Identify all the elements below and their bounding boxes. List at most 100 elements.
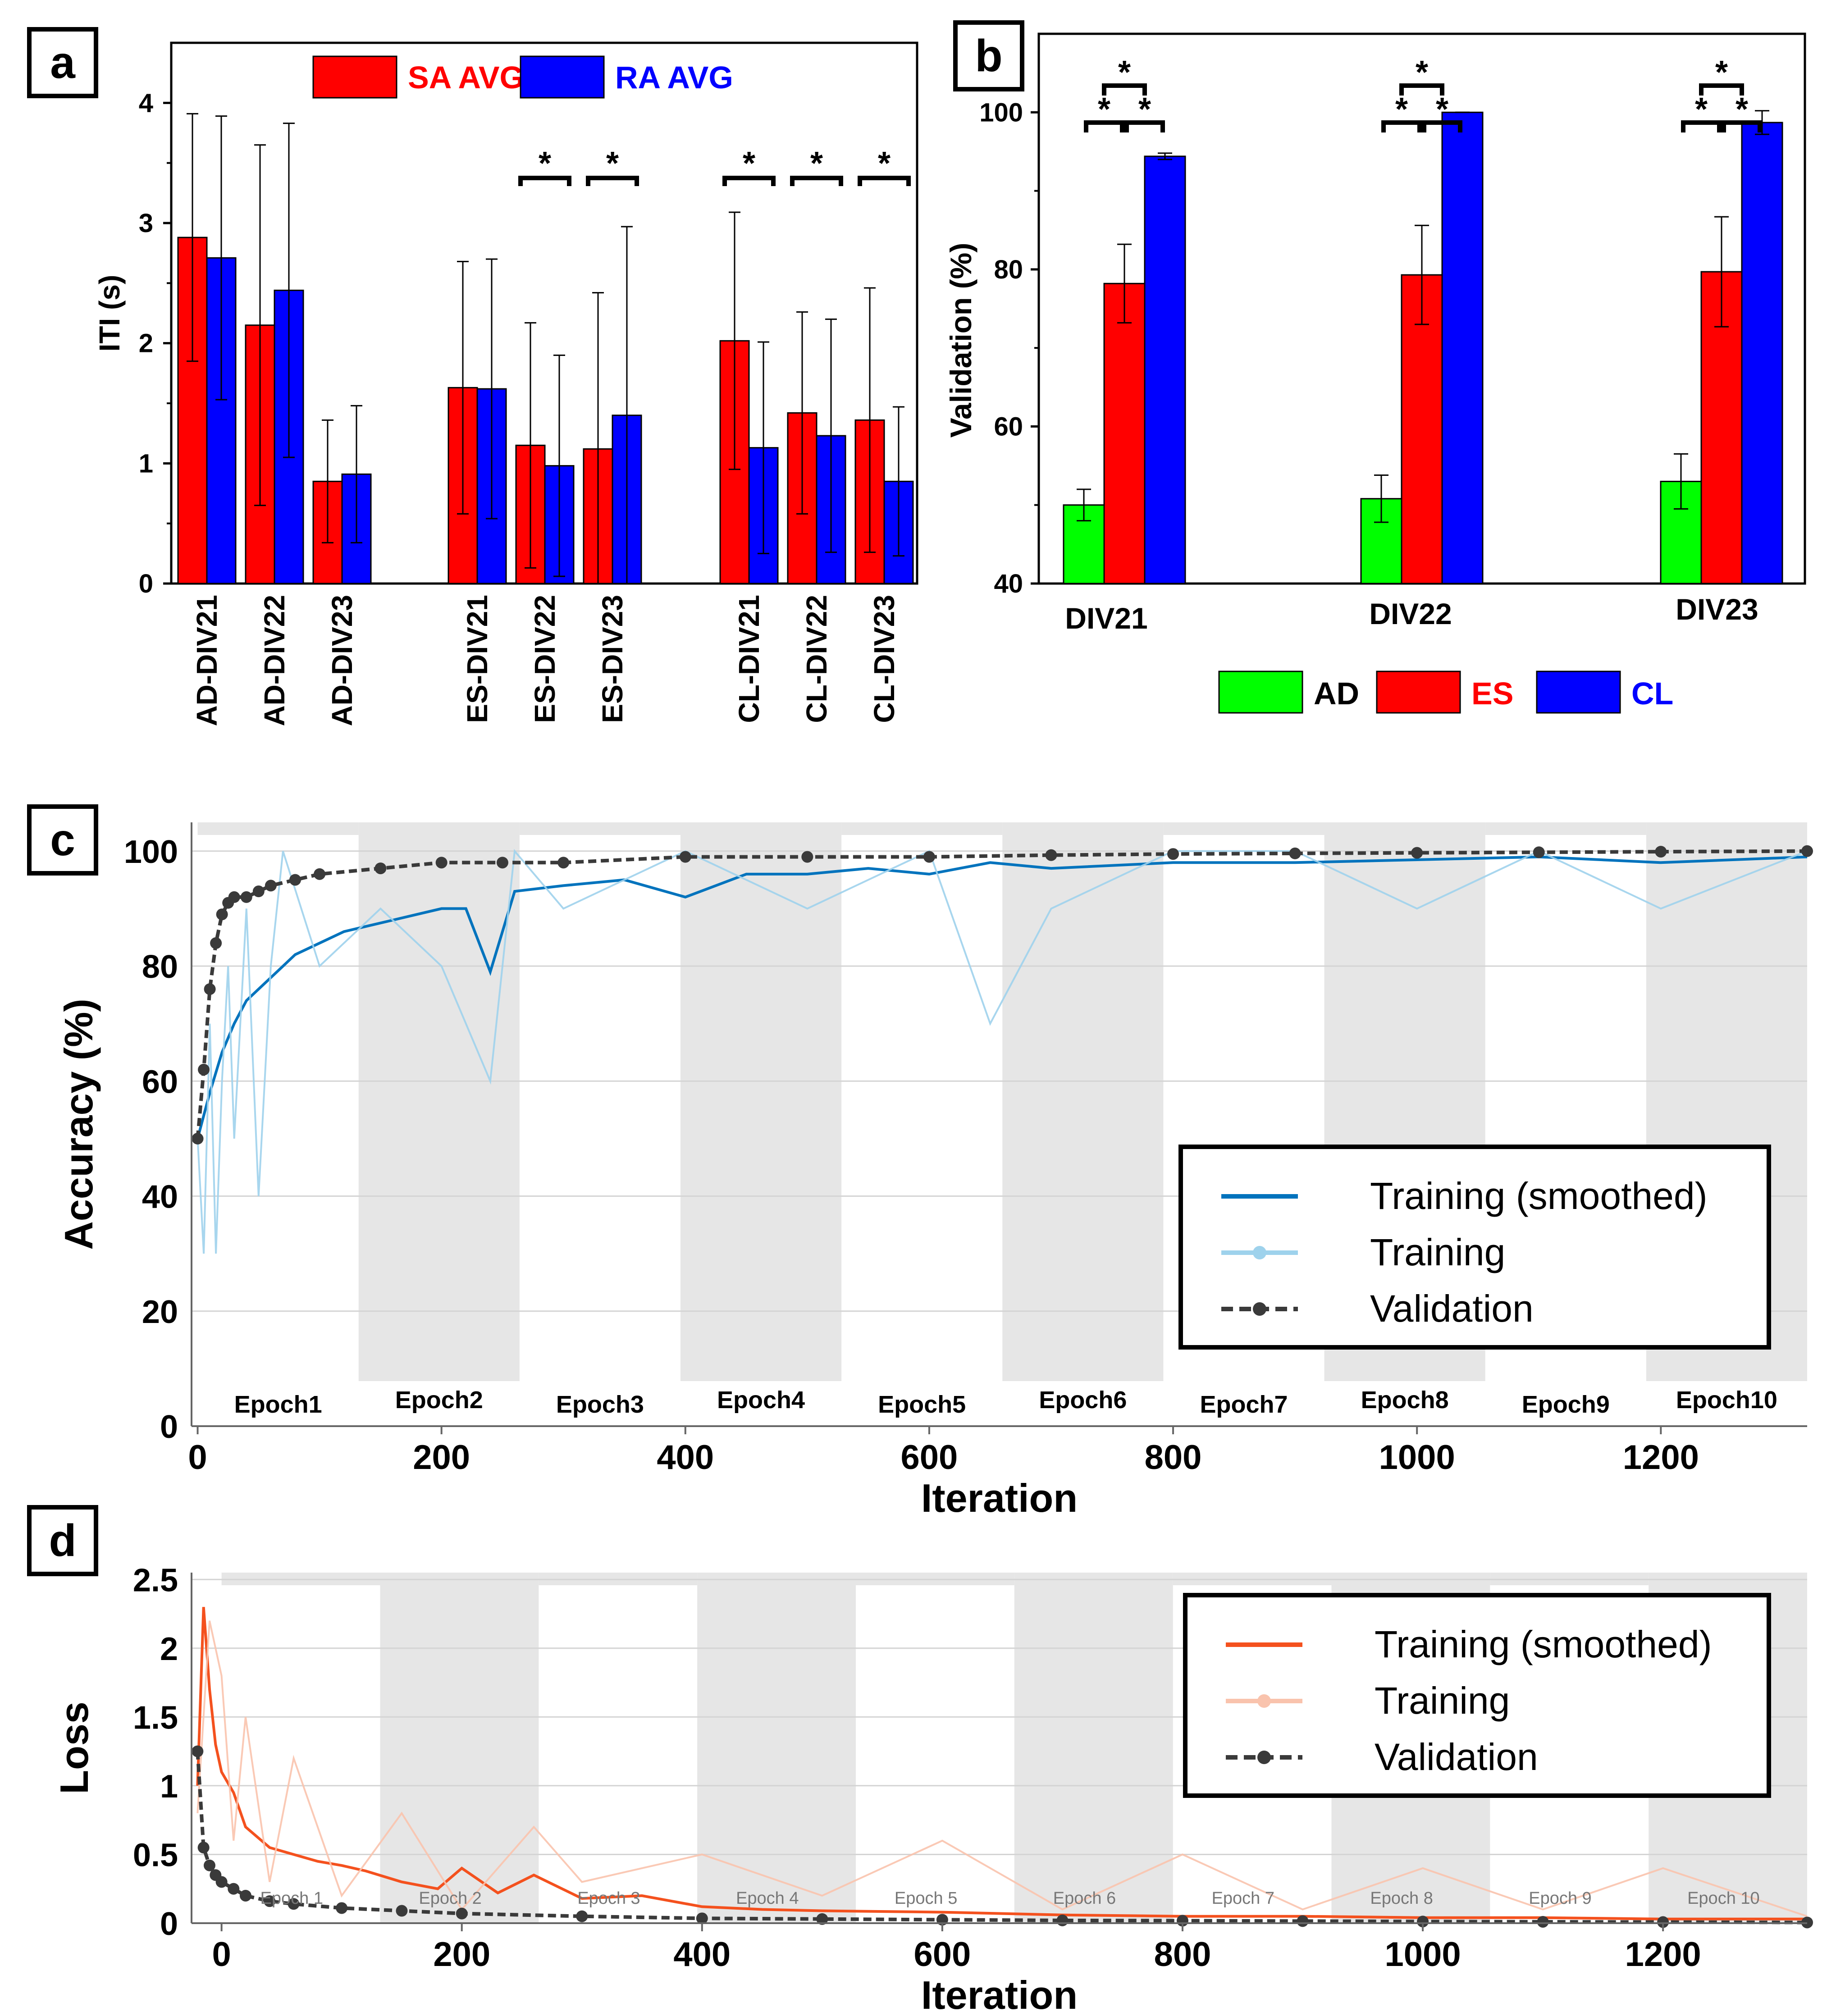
legend-label: SA AVG <box>408 60 524 95</box>
legend-box <box>1183 1593 1771 1798</box>
epoch-label: Epoch1 <box>234 1391 322 1418</box>
y-tick-label: 1.5 <box>133 1700 178 1736</box>
bar <box>1441 111 1484 584</box>
validation-point <box>576 1910 588 1922</box>
validation-point <box>375 862 387 875</box>
validation-point <box>1289 847 1301 859</box>
panel-label-box <box>27 804 98 876</box>
significance-star: * <box>810 146 823 182</box>
x-tick-label: 800 <box>1145 1438 1202 1477</box>
validation-point <box>252 885 265 898</box>
x-tick-label: 600 <box>901 1438 958 1477</box>
epoch-label: Epoch 7 <box>1212 1889 1274 1908</box>
epoch-label: Epoch 2 <box>419 1889 481 1908</box>
significance-star: * <box>1436 91 1448 128</box>
series-line <box>196 1620 1808 1917</box>
validation-point <box>496 857 508 869</box>
significance-star: * <box>1715 55 1728 91</box>
epoch-label: Epoch5 <box>878 1391 966 1418</box>
significance-bracket <box>1681 120 1722 132</box>
y-tick-label: 60 <box>994 412 1023 441</box>
panel-label-d: d <box>27 1505 98 1576</box>
x-tick-label: 0 <box>188 1438 207 1477</box>
validation-point <box>801 851 813 863</box>
epoch-label: Epoch8 <box>1361 1387 1449 1414</box>
significance-bracket <box>790 176 843 186</box>
significance-star: * <box>539 146 551 182</box>
epoch-label: Epoch 5 <box>895 1889 957 1908</box>
legend-label: Validation <box>1370 1287 1534 1330</box>
validation-point <box>288 1898 300 1910</box>
legend-swatch <box>312 55 397 99</box>
epoch-label: Epoch 8 <box>1370 1889 1433 1908</box>
x-tick-label: DIV22 <box>1369 597 1452 630</box>
panel-label-box <box>27 27 98 98</box>
x-tick-label: 0 <box>212 1935 231 1974</box>
significance-star: * <box>1118 55 1131 91</box>
y-tick-label: 80 <box>994 255 1023 284</box>
legend-d: Training (smoothed) Training Validation <box>1183 1593 1771 1798</box>
epoch-label: Epoch 6 <box>1053 1889 1116 1908</box>
epoch-label: Epoch7 <box>1200 1391 1288 1418</box>
validation-point <box>210 937 222 949</box>
legend-label: Training (smoothed) <box>1375 1623 1712 1665</box>
panel-label-b: b <box>953 20 1024 91</box>
x-tick-label: AD-DIV21 <box>191 595 223 726</box>
y-tick-label: 0 <box>160 1906 178 1942</box>
x-tick-label: ES-DIV22 <box>529 595 561 723</box>
x-tick-label: 800 <box>1154 1935 1211 1974</box>
y-tick-label: 100 <box>979 98 1023 127</box>
epoch-shade <box>380 1573 539 1923</box>
x-tick-label: CL-DIV23 <box>868 595 900 723</box>
legend-label: AD <box>1314 676 1359 711</box>
validation-point <box>1537 1916 1549 1928</box>
significance-star: * <box>1138 91 1151 128</box>
y-tick-label: 80 <box>142 949 178 985</box>
x-tick-label: 1200 <box>1623 1438 1699 1477</box>
panel-label-text: d <box>49 1515 76 1566</box>
epoch-shade <box>680 822 842 1381</box>
x-tick-label: ES-DIV23 <box>596 595 629 723</box>
significance-star: * <box>1098 91 1110 128</box>
validation-point <box>192 1132 204 1145</box>
validation-point <box>314 868 326 880</box>
x-tick-label: AD-DIV23 <box>326 595 358 726</box>
validation-point <box>456 1907 468 1920</box>
epoch-label: Epoch6 <box>1039 1387 1127 1414</box>
significance-star: * <box>1416 55 1428 91</box>
validation-point <box>1801 845 1813 857</box>
panel-label-a: a <box>27 27 98 98</box>
epoch-label: Epoch 10 <box>1687 1889 1760 1908</box>
panel-label-text: b <box>975 31 1002 81</box>
validation-point <box>557 857 570 869</box>
validation-point <box>228 1883 240 1895</box>
legend-label: ES <box>1471 676 1513 711</box>
significance-bracket <box>858 176 911 186</box>
validation-point <box>197 1842 210 1854</box>
y-tick-label: 1 <box>160 1769 178 1805</box>
validation-point <box>696 1912 708 1925</box>
legend-label: Validation <box>1375 1736 1538 1778</box>
validation-point <box>1056 1914 1069 1926</box>
legend-marker <box>1257 1694 1271 1708</box>
validation-point <box>1655 846 1667 858</box>
significance-bracket <box>1084 120 1124 132</box>
validation-point <box>228 891 240 903</box>
validation-point <box>265 880 277 892</box>
epoch-shade <box>358 822 520 1381</box>
epoch-label: Epoch 3 <box>577 1889 640 1908</box>
validation-point <box>396 1905 408 1917</box>
y-tick-label: 100 <box>124 834 178 870</box>
y-axis-label: Accuracy (%) <box>56 999 101 1250</box>
x-tick-label: 200 <box>433 1935 490 1974</box>
x-tick-label: 600 <box>913 1935 971 1974</box>
significance-star: * <box>878 146 891 182</box>
y-tick-label: 0 <box>139 569 153 598</box>
y-tick-label: 2.5 <box>133 1562 178 1598</box>
validation-point <box>923 851 935 863</box>
significance-bracket <box>722 176 776 186</box>
validation-point <box>204 983 216 995</box>
legend-swatch <box>520 55 605 99</box>
